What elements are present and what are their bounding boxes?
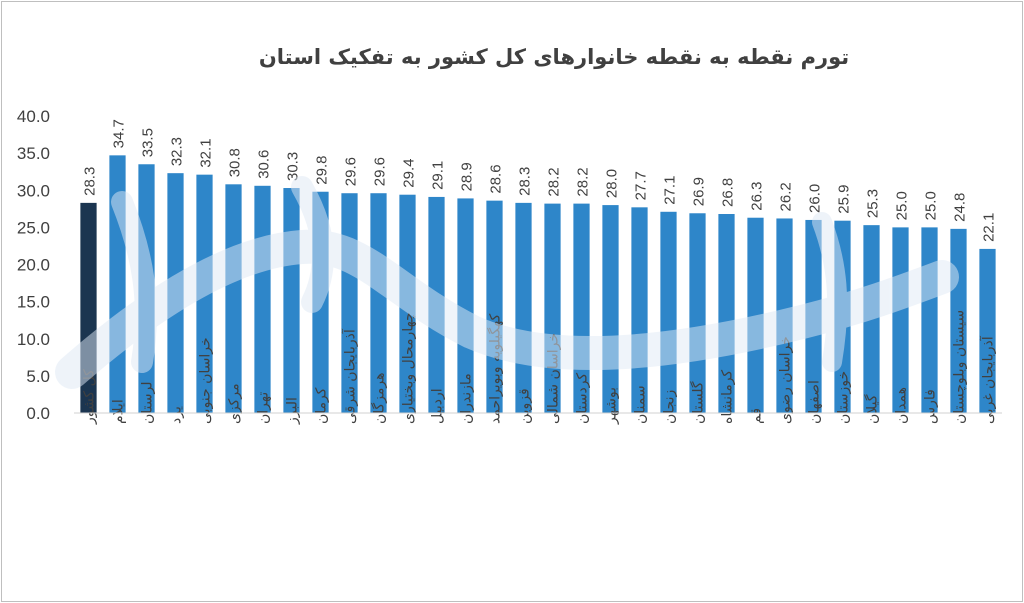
x-tick-label: لرستان [140, 382, 156, 425]
x-tick-label: قم [749, 408, 765, 424]
x-tick-label: بوشهر [604, 387, 620, 425]
data-label: 30.8 [227, 148, 244, 177]
y-tick-label: 20.0 [17, 256, 50, 275]
data-label: 29.8 [314, 156, 331, 185]
data-label: 32.3 [169, 137, 186, 166]
x-tick-label: کردستان [575, 373, 591, 424]
bar [979, 248, 996, 413]
y-tick-label: 30.0 [17, 181, 50, 200]
x-tick-label: هرمزگان [371, 372, 388, 424]
bar [486, 200, 503, 413]
x-tick-label: گیلان [864, 394, 881, 424]
x-tick-label: مرکزی [227, 383, 243, 424]
bar [660, 211, 677, 413]
x-tick-label: کرمان [314, 387, 330, 424]
x-tick-label: یزد [169, 406, 185, 424]
x-axis: کل کشور ایلام لرستان یزد خراسان جنوبی مرکزی ته… [74, 310, 1002, 425]
data-label: 28.2 [575, 167, 592, 196]
data-label: 28.6 [488, 164, 505, 193]
data-label: 26.0 [807, 184, 824, 213]
data-label: 22.1 [981, 213, 998, 242]
x-tick-label: اردبیل [430, 388, 446, 424]
bar [602, 205, 619, 413]
x-tick-label: مازندران [459, 373, 475, 424]
x-tick-label: سیستان وبلوچستان [952, 310, 968, 424]
data-label: 25.0 [923, 191, 940, 220]
data-label: 30.6 [256, 150, 273, 179]
x-tick-label: آذربایجان غربی [980, 335, 997, 424]
data-label: 28.3 [82, 167, 99, 196]
x-tick-label: خوزستان [836, 371, 852, 424]
bar [370, 193, 387, 413]
chart-title: تورم نقطه به نقطه خانوارهای کل کشور به ت… [259, 45, 849, 69]
data-label: 28.9 [459, 162, 476, 191]
x-tick-label: اصفهان [807, 380, 823, 424]
data-label: 34.7 [111, 119, 128, 148]
y-tick-label: 15.0 [17, 293, 50, 312]
x-tick-label: کرمانشاه [720, 370, 736, 424]
x-tick-label: چهارمحال وبختیاری [401, 312, 417, 424]
data-label: 27.7 [633, 171, 650, 200]
x-tick-label: قزوین [517, 388, 533, 424]
bar [747, 217, 764, 413]
x-tick-label: خراسان جنوبی [198, 337, 214, 424]
data-label: 25.0 [894, 191, 911, 220]
x-tick-label: زنجان [662, 390, 678, 424]
data-label: 24.8 [952, 193, 969, 222]
data-label: 29.6 [372, 157, 389, 186]
data-label: 25.3 [865, 189, 882, 218]
x-tick-label: ایلام [111, 399, 127, 424]
data-label: 30.3 [285, 152, 302, 181]
bar [457, 198, 474, 413]
x-tick-label: همدان [894, 387, 910, 424]
bar [283, 188, 300, 413]
x-tick-label: تهران [256, 392, 272, 424]
bar [515, 202, 532, 413]
data-label: 29.6 [343, 157, 360, 186]
y-tick-label: 5.0 [26, 367, 50, 386]
data-label: 26.8 [720, 178, 737, 207]
y-tick-label: 25.0 [17, 218, 50, 237]
data-label: 32.1 [198, 138, 215, 167]
bar [631, 207, 648, 413]
x-tick-label: البرز [285, 397, 301, 425]
y-tick-label: 0.0 [26, 404, 50, 423]
x-tick-label: خراسان رضوی [778, 336, 794, 424]
bar [225, 184, 242, 413]
bar [689, 213, 706, 413]
bar [921, 227, 938, 413]
data-label: 29.4 [401, 159, 418, 188]
y-tick-label: 35.0 [17, 144, 50, 163]
bar [892, 227, 909, 413]
y-tick-label: 40.0 [17, 107, 50, 126]
bar [254, 185, 271, 413]
data-label: 28.0 [604, 169, 621, 198]
x-tick-label: گلستان [690, 381, 707, 424]
data-label: 26.2 [778, 182, 795, 211]
watermark-logo [55, 176, 959, 389]
data-label: 26.3 [749, 182, 766, 211]
data-label: 28.2 [546, 167, 563, 196]
data-label: 25.9 [836, 184, 853, 213]
x-tick-label: کل کشور [82, 369, 98, 425]
x-tick-label: آذربایجان شرقی [342, 328, 359, 424]
y-axis: 0.0 5.0 10.0 15.0 20.0 25.0 30.0 35.0 40.0 [17, 107, 50, 423]
data-labels: 28.3 34.7 33.5 32.3 32.1 30.8 30.6 30.3 29.8 29.6… [82, 119, 998, 242]
x-tick-label: سمنان [633, 385, 649, 424]
data-label: 29.1 [430, 161, 447, 190]
x-tick-label: فارس [923, 389, 939, 424]
data-label: 33.5 [140, 128, 157, 157]
data-label: 27.1 [662, 176, 679, 205]
data-label: 26.9 [691, 177, 708, 206]
y-tick-label: 10.0 [17, 330, 50, 349]
bar [718, 214, 735, 413]
data-label: 28.3 [517, 167, 534, 196]
